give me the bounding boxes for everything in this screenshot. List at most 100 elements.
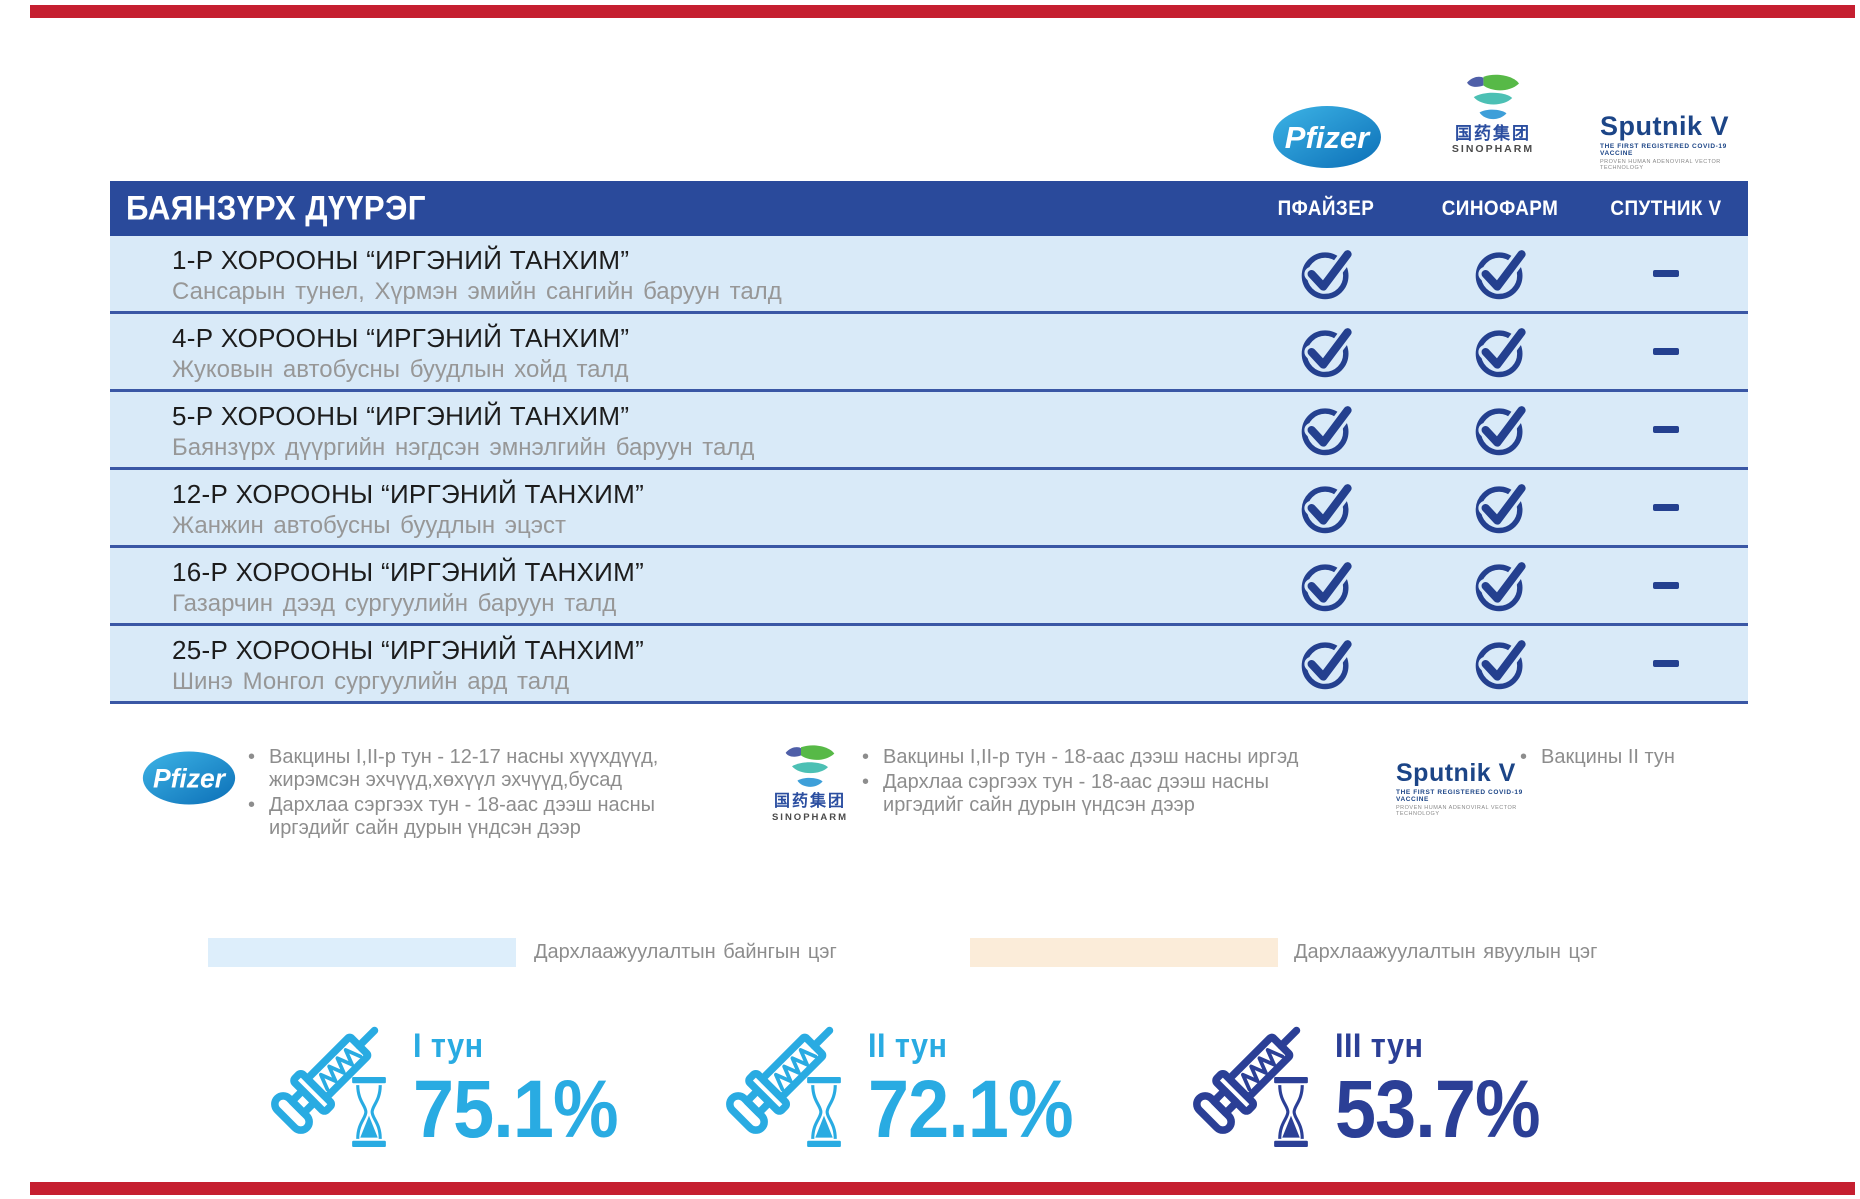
khoroo-location: Газарчин дээд сургуулийн баруун талд: [172, 590, 617, 617]
list-item: • Вакцины II тун: [1520, 746, 1780, 769]
dose-label: I тун: [413, 1027, 484, 1065]
pfizer-info-list: • Вакцины I,II-р тун - 12-17 насны хүүхд…: [248, 746, 680, 840]
bullet-icon: •: [248, 794, 256, 816]
fixed-point-label: Дархлаажуулалтын байнгын цэг: [534, 941, 837, 963]
hourglass-icon: [1272, 1077, 1310, 1147]
dash-icon: [1653, 582, 1679, 589]
dose-value: 75.1%: [413, 1064, 619, 1155]
khoroo-name: 16-Р ХОРООНЫ “ИРГЭНИЙ ТАНХИМ”: [172, 557, 645, 587]
check-icon: [1299, 403, 1353, 457]
stat-text: II тун 72.1%: [868, 1027, 1096, 1155]
dose-3-stat: III тун 53.7%: [1152, 1005, 1612, 1190]
khoroo-location: Баянзүрх дүүргийн нэгдсэн эмнэлгийн бару…: [172, 434, 755, 461]
sputnik-tagline-2: PROVEN HUMAN ADENOVIRAL VECTOR TECHNOLOG…: [1396, 805, 1517, 817]
check-icon: [1473, 481, 1527, 535]
hourglass-icon: [350, 1077, 388, 1147]
bullet-text: Дархлаа сэргээх тун - 18-аас дээш насны …: [883, 771, 1270, 816]
dose-label: II тун: [868, 1027, 948, 1065]
dose-label: III тун: [1335, 1027, 1424, 1065]
list-item: • Вакцины I,II-р тун - 18-аас дээш насны…: [862, 746, 1332, 769]
sputnik-tagline-2: PROVEN HUMAN ADENOVIRAL VECTOR TECHNOLOG…: [1600, 159, 1721, 171]
list-item: • Дархлаа сэргээх тун - 18-аас дээш насн…: [862, 771, 1332, 817]
sinopharm-mark-icon: [1464, 74, 1522, 124]
dash-icon: [1653, 270, 1679, 277]
top-accent-bar: [30, 5, 1855, 18]
sputnik-name: Sputnik V: [1396, 759, 1516, 787]
fixed-point-swatch: [208, 938, 516, 967]
vaccination-table: БАЯНЗҮРХ ДҮҮРЭГ ПФАЙЗЕР СИНОФАРМ СПУТНИК…: [110, 181, 1748, 704]
khoroo-location: Шинэ Монгол сургуулийн ард талд: [172, 668, 570, 695]
table-row: 4-Р ХОРООНЫ “ИРГЭНИЙ ТАНХИМ” Жуковын авт…: [110, 314, 1748, 392]
khoroo-name: 12-Р ХОРООНЫ “ИРГЭНИЙ ТАНХИМ”: [172, 479, 645, 509]
sputnik-name: Sputnik V: [1600, 111, 1730, 141]
sinopharm-mark-icon: [783, 744, 837, 792]
pfizer-legend-logo: [142, 750, 236, 806]
check-icon: [1299, 637, 1353, 691]
sputnik-info-list: • Вакцины II тун: [1520, 746, 1780, 769]
dose-value: 53.7%: [1335, 1064, 1541, 1155]
dash-icon: [1653, 348, 1679, 355]
dash-icon: [1653, 426, 1679, 433]
bullet-text: Вакцины I,II-р тун - 18-аас дээш насны и…: [883, 746, 1299, 768]
khoroo-location: Жанжин автобусны буудлын эцэст: [172, 512, 567, 539]
sinopharm-name-cn: 国药集团: [1455, 124, 1531, 143]
dash-icon: [1653, 660, 1679, 667]
check-icon: [1299, 559, 1353, 613]
sputnik-legend-logo: Sputnik V THE FIRST REGISTERED COVID-19 …: [1396, 760, 1526, 817]
khoroo-location: Жуковын автобусны буудлын хойд талд: [172, 356, 629, 383]
khoroo-name: 5-Р ХОРООНЫ “ИРГЭНИЙ ТАНХИМ”: [172, 401, 630, 431]
sinopharm-name-cn: 国药集团: [773, 793, 846, 810]
dose-1-stat: I тун 75.1%: [230, 1005, 690, 1190]
check-icon: [1473, 403, 1527, 457]
table-header: БАЯНЗҮРХ ДҮҮРЭГ ПФАЙЗЕР СИНОФАРМ СПУТНИК…: [110, 181, 1748, 236]
stat-text: III тун 53.7%: [1335, 1027, 1563, 1155]
check-icon: [1299, 325, 1353, 379]
check-icon: [1473, 559, 1527, 613]
check-icon: [1299, 247, 1353, 301]
bullet-icon: •: [862, 771, 870, 793]
khoroo-name: 25-Р ХОРООНЫ “ИРГЭНИЙ ТАНХИМ”: [172, 635, 645, 665]
sputnik-tagline-1: THE FIRST REGISTERED COVID-19 VACCINE: [1600, 143, 1727, 157]
table-row: 25-Р ХОРООНЫ “ИРГЭНИЙ ТАНХИМ” Шинэ Монго…: [110, 626, 1748, 704]
dash-icon: [1653, 504, 1679, 511]
table-row: 5-Р ХОРООНЫ “ИРГЭНИЙ ТАНХИМ” Баянзүрх дү…: [110, 392, 1748, 470]
khoroo-name: 1-Р ХОРООНЫ “ИРГЭНИЙ ТАНХИМ”: [172, 245, 630, 275]
bullet-icon: •: [862, 746, 870, 768]
stat-text: I тун 75.1%: [413, 1027, 641, 1155]
table-row: 1-Р ХОРООНЫ “ИРГЭНИЙ ТАНХИМ” Сансарын ту…: [110, 236, 1748, 314]
sinopharm-name-en: SINOPHARM: [771, 812, 849, 823]
pfizer-logo: [1272, 105, 1382, 169]
list-item: • Дархлаа сэргээх тун - 18-аас дээш насн…: [248, 794, 680, 840]
khoroo-location: Сансарын тунел, Хүрмэн эмийн сангийн бар…: [172, 278, 782, 305]
column-header-sputnik: СПУТНИК V: [1610, 196, 1722, 220]
check-icon: [1299, 481, 1353, 535]
check-icon: [1473, 247, 1527, 301]
sinopharm-name-en: SINOPHARM: [1451, 143, 1535, 155]
column-header-sinopharm: СИНОФАРМ: [1441, 196, 1559, 220]
sinopharm-logo: 国药集团 SINOPHARM: [1448, 74, 1538, 156]
bullet-text: Вакцины I,II-р тун - 12-17 насны хүүхдүү…: [269, 746, 659, 791]
bullet-icon: •: [248, 746, 256, 768]
check-icon: [1473, 325, 1527, 379]
mobile-point-label: Дархлаажуулалтын явуулын цэг: [1294, 941, 1598, 963]
column-header-pfizer: ПФАЙЗЕР: [1277, 196, 1375, 220]
dose-value: 72.1%: [868, 1064, 1074, 1155]
check-icon: [1473, 637, 1527, 691]
dose-2-stat: II тун 72.1%: [685, 1005, 1145, 1190]
sputnik-logo: Sputnik V THE FIRST REGISTERED COVID-19 …: [1600, 112, 1740, 171]
mobile-point-swatch: [970, 938, 1278, 967]
list-item: • Вакцины I,II-р тун - 12-17 насны хүүхд…: [248, 746, 680, 792]
bottom-accent-bar: [30, 1182, 1855, 1195]
bullet-icon: •: [1520, 746, 1528, 768]
sinopharm-legend-logo: 国药集团 SINOPHARM: [770, 744, 850, 824]
table-row: 16-Р ХОРООНЫ “ИРГЭНИЙ ТАНХИМ” Газарчин д…: [110, 548, 1748, 626]
sputnik-tagline-1: THE FIRST REGISTERED COVID-19 VACCINE: [1396, 789, 1523, 803]
hourglass-icon: [805, 1077, 843, 1147]
bullet-text: Вакцины II тун: [1541, 746, 1675, 768]
sinopharm-info-list: • Вакцины I,II-р тун - 18-аас дээш насны…: [862, 746, 1332, 817]
table-row: 12-Р ХОРООНЫ “ИРГЭНИЙ ТАНХИМ” Жанжин авт…: [110, 470, 1748, 548]
bullet-text: Дархлаа сэргээх тун - 18-аас дээш насны …: [269, 794, 656, 839]
district-title: БАЯНЗҮРХ ДҮҮРЭГ: [126, 189, 427, 227]
khoroo-name: 4-Р ХОРООНЫ “ИРГЭНИЙ ТАНХИМ”: [172, 323, 630, 353]
